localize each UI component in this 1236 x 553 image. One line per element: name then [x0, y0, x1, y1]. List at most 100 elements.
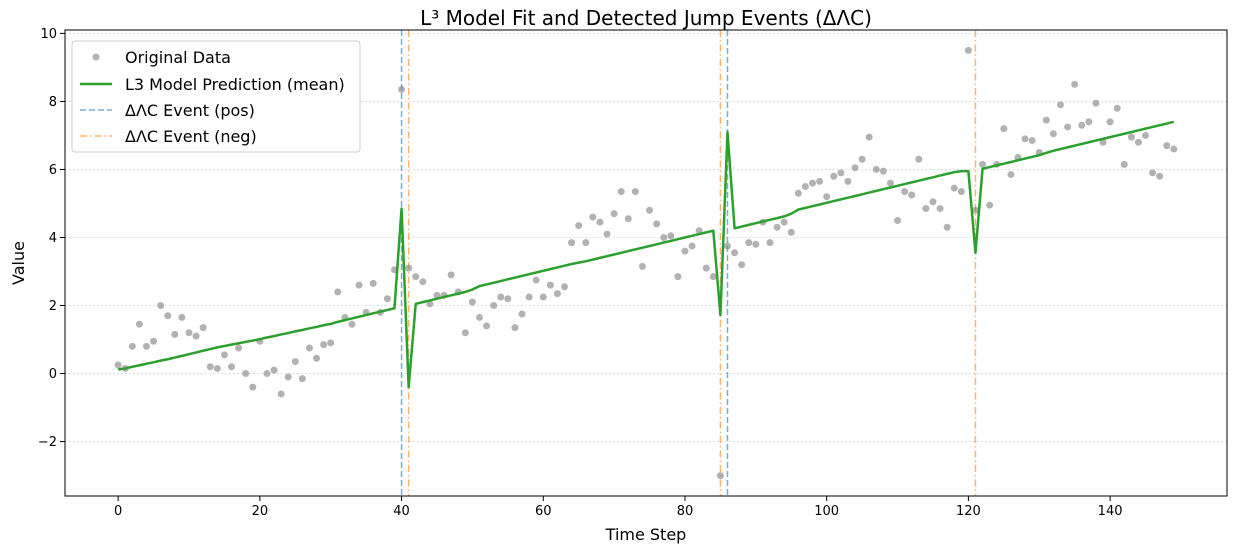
data-point	[270, 366, 278, 374]
data-point	[752, 240, 760, 248]
y-tick-label: 2	[49, 299, 57, 314]
x-tick-label: 120	[956, 504, 981, 519]
data-point	[894, 216, 902, 224]
data-point	[235, 344, 243, 352]
data-point	[206, 363, 214, 371]
data-point	[950, 184, 958, 192]
data-point	[922, 205, 930, 213]
data-point	[242, 370, 250, 378]
y-tick-label: 8	[49, 95, 57, 110]
data-point	[667, 232, 675, 240]
data-point	[504, 295, 512, 303]
y-tick-label: −2	[38, 435, 57, 450]
data-point	[702, 264, 710, 272]
data-point	[1149, 169, 1157, 177]
data-point	[1085, 118, 1093, 126]
data-point	[971, 206, 979, 214]
legend-box	[71, 40, 361, 153]
data-point	[1120, 160, 1128, 168]
data-point	[383, 295, 391, 303]
data-point	[646, 206, 654, 214]
data-point	[398, 86, 406, 94]
prediction-series	[117, 120, 1175, 389]
data-point	[915, 155, 923, 163]
data-point	[1021, 135, 1029, 143]
data-point	[1071, 80, 1079, 88]
data-point	[525, 293, 533, 301]
data-point	[745, 239, 753, 247]
data-point	[171, 330, 179, 338]
x-tick-label: 60	[535, 504, 552, 519]
data-point	[1106, 118, 1114, 126]
data-point	[674, 273, 682, 281]
data-point	[447, 271, 455, 279]
data-point	[773, 223, 781, 231]
legend-label-event-pos: ΔΛC Event (pos)	[125, 101, 255, 120]
data-point	[603, 230, 611, 238]
data-point	[709, 273, 717, 281]
legend-label-original-data: Original Data	[125, 48, 231, 67]
data-point	[277, 390, 285, 398]
data-point	[483, 322, 491, 330]
data-point	[497, 293, 505, 301]
scatter-series	[114, 46, 1178, 480]
data-point	[858, 155, 866, 163]
data-point	[901, 188, 909, 196]
data-point	[284, 373, 292, 381]
data-point	[929, 198, 937, 206]
data-point	[943, 223, 951, 231]
data-point	[582, 239, 590, 247]
data-point	[305, 344, 313, 352]
data-point	[561, 283, 569, 291]
data-point	[589, 213, 597, 221]
data-point	[1078, 121, 1086, 129]
x-tick-label: 80	[677, 504, 694, 519]
data-point	[327, 339, 335, 347]
data-point	[405, 264, 413, 272]
data-point	[412, 273, 420, 281]
data-point	[1064, 123, 1072, 131]
data-point	[1142, 131, 1150, 139]
data-point	[369, 279, 377, 287]
data-point	[731, 249, 739, 257]
data-point	[263, 370, 271, 378]
data-point	[1127, 133, 1135, 141]
data-point	[355, 281, 363, 289]
x-tick-label: 0	[114, 504, 122, 519]
y-axis-label: Value	[9, 241, 28, 285]
data-point	[631, 188, 639, 196]
data-point	[908, 191, 916, 199]
y-ticks: −2 0 2 4 6 8 10	[38, 27, 65, 450]
data-point	[199, 324, 207, 332]
data-point	[716, 472, 724, 480]
data-point	[837, 169, 845, 177]
data-point	[596, 218, 604, 226]
data-point	[135, 320, 143, 328]
data-point	[1134, 138, 1142, 146]
x-tick-label: 100	[814, 504, 839, 519]
data-point	[128, 342, 136, 350]
data-point	[610, 210, 618, 218]
data-point	[164, 312, 172, 320]
data-point	[490, 302, 498, 310]
plot-frame	[64, 29, 1228, 497]
data-point	[787, 228, 795, 236]
data-point	[220, 351, 228, 359]
data-point	[1156, 172, 1164, 180]
y-tick-label: 6	[49, 163, 57, 178]
data-point	[936, 205, 944, 213]
data-point	[660, 233, 668, 241]
data-point	[1028, 137, 1036, 145]
data-point	[865, 133, 873, 141]
data-point	[518, 310, 526, 318]
data-point	[475, 313, 483, 321]
data-point	[957, 188, 965, 196]
data-point	[1007, 171, 1015, 179]
grid-lines	[65, 33, 1227, 442]
data-point	[624, 215, 632, 223]
data-point	[823, 193, 831, 201]
data-point	[766, 239, 774, 247]
y-tick-label: 10	[40, 27, 57, 42]
data-point	[1042, 116, 1050, 124]
data-point	[178, 313, 186, 321]
